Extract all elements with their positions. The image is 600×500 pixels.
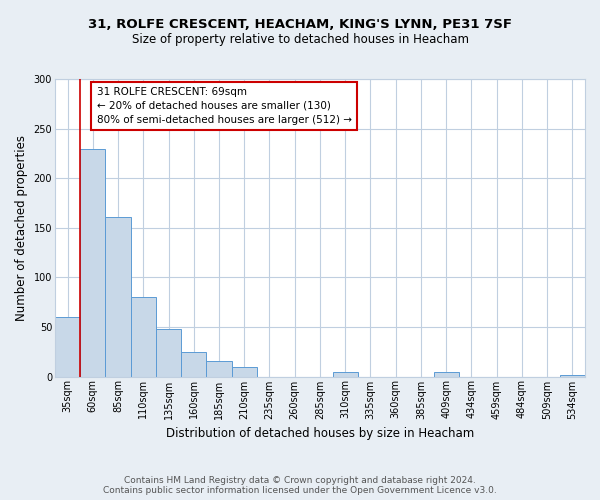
Bar [131, 297, 156, 376]
Bar [560, 374, 585, 376]
Bar [156, 329, 181, 376]
Y-axis label: Number of detached properties: Number of detached properties [15, 135, 28, 321]
Text: 31 ROLFE CRESCENT: 69sqm
← 20% of detached houses are smaller (130)
80% of semi-: 31 ROLFE CRESCENT: 69sqm ← 20% of detach… [97, 87, 352, 125]
Text: Contains public sector information licensed under the Open Government Licence v3: Contains public sector information licen… [103, 486, 497, 495]
Bar [80, 150, 106, 376]
Text: Contains HM Land Registry data © Crown copyright and database right 2024.: Contains HM Land Registry data © Crown c… [124, 476, 476, 485]
X-axis label: Distribution of detached houses by size in Heacham: Distribution of detached houses by size … [166, 427, 474, 440]
Bar [181, 352, 206, 376]
Text: Size of property relative to detached houses in Heacham: Size of property relative to detached ho… [131, 34, 469, 46]
Bar [206, 360, 232, 376]
Bar [434, 372, 459, 376]
Bar [332, 372, 358, 376]
Text: 31, ROLFE CRESCENT, HEACHAM, KING'S LYNN, PE31 7SF: 31, ROLFE CRESCENT, HEACHAM, KING'S LYNN… [88, 18, 512, 30]
Bar [55, 317, 80, 376]
Bar [232, 366, 257, 376]
Bar [106, 217, 131, 376]
